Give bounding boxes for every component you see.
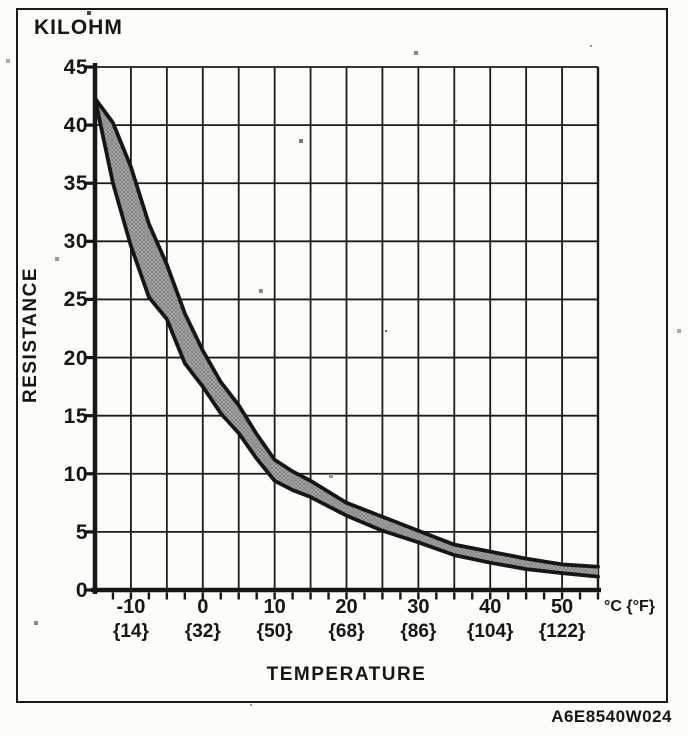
scan-noise-specks	[0, 0, 2, 2]
y-tick-label: 10	[63, 462, 88, 486]
x-tick-label-fahrenheit: {14}	[112, 621, 149, 642]
resistance-temperature-chart	[85, 63, 601, 600]
y-axis-title: RESISTANCE	[20, 266, 41, 404]
x-tick-label-celsius: -10	[116, 596, 146, 618]
y-tick-label: 25	[63, 288, 88, 312]
y-tick-label: 35	[63, 172, 88, 196]
x-tick-label-fahrenheit: {50}	[256, 621, 293, 642]
x-tick-label-fahrenheit: {86}	[400, 621, 437, 642]
figure-border	[16, 8, 668, 703]
x-tick-label-celsius: 30	[407, 596, 430, 618]
y-tick-label: 0	[75, 579, 88, 602]
x-tick-label-fahrenheit: {32}	[184, 621, 221, 642]
x-tick-label-celsius: 50	[550, 596, 574, 618]
lower-limit-curve	[93, 96, 600, 579]
y-tick-label: 40	[63, 114, 88, 138]
x-tick-label-celsius: 10	[263, 596, 286, 618]
x-tick-label-fahrenheit: {104}	[466, 621, 514, 642]
x-tick-label-fahrenheit: {122}	[538, 621, 586, 642]
y-tick-label: 15	[63, 404, 88, 428]
y-tick-label: 20	[63, 346, 88, 370]
upper-limit-curve	[93, 96, 600, 569]
figure-code: A6E8540W024	[551, 707, 672, 726]
x-tick-label-fahrenheit: {68}	[328, 621, 365, 642]
y-axis-unit-label: KILOHM	[34, 16, 123, 39]
y-tick-label: 5	[75, 520, 88, 544]
y-tick-label: 45	[63, 56, 88, 79]
y-tick-label: 30	[63, 230, 88, 254]
x-tick-label-celsius: 20	[335, 596, 358, 618]
x-axis-unit-label: °C {°F}	[604, 598, 656, 615]
x-tick-label-celsius: 40	[479, 596, 502, 618]
x-axis-title: TEMPERATURE	[266, 664, 427, 685]
x-tick-label-celsius: 0	[197, 596, 209, 618]
